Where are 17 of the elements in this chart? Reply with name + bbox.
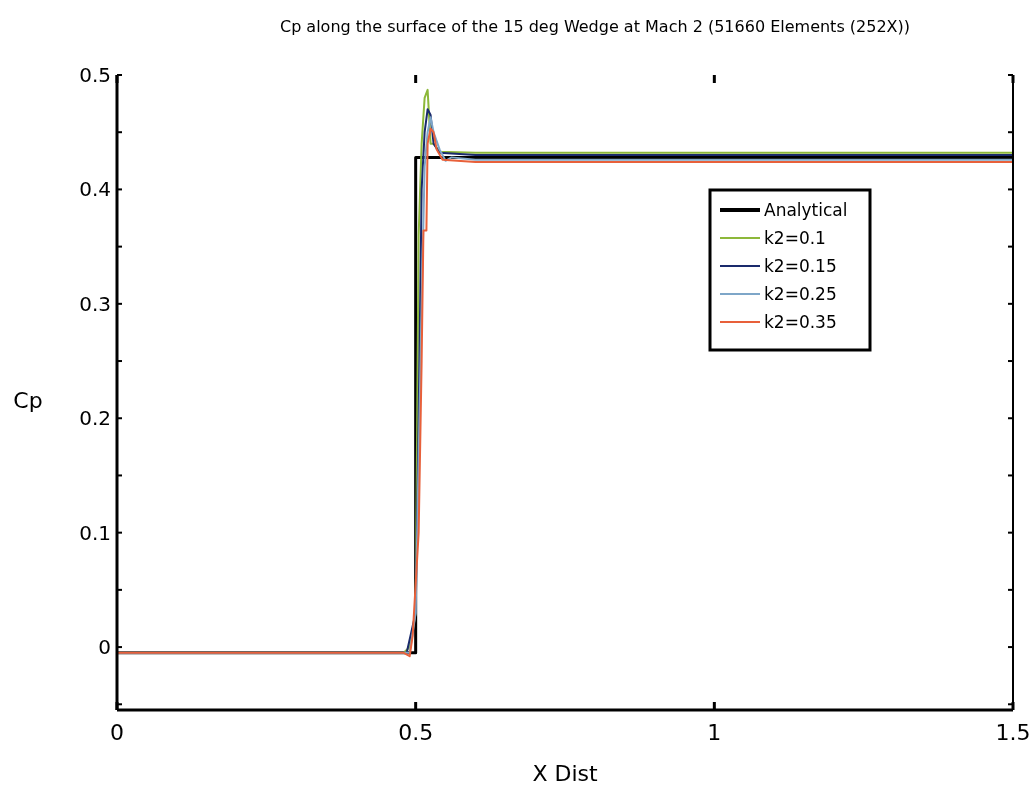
x-tick-label: 1.5 [995,720,1031,745]
y-tick-label: 0.1 [79,520,111,545]
legend-label: k2=0.1 [764,227,826,248]
y-tick-label: 0.5 [79,63,111,87]
x-tick-label: 0.5 [398,720,434,745]
x-tick-label: 1 [707,720,722,745]
y-tick-label: 0.3 [79,291,111,316]
legend-label: Analytical [764,199,848,220]
y-axis-title: Cp [13,387,43,413]
y-tick-label: 0 [98,635,111,660]
legend-label: k2=0.25 [764,283,837,304]
y-tick-label: 0.2 [79,406,111,431]
x-axis-title: X Dist [532,761,598,786]
chart-title: Cp along the surface of the 15 deg Wedge at Mach 2 (51660 Elements (252X)) [279,17,911,36]
legend-label: k2=0.15 [764,255,837,276]
y-tick-label: 0.4 [79,177,111,202]
legend-label: k2=0.35 [764,311,837,332]
